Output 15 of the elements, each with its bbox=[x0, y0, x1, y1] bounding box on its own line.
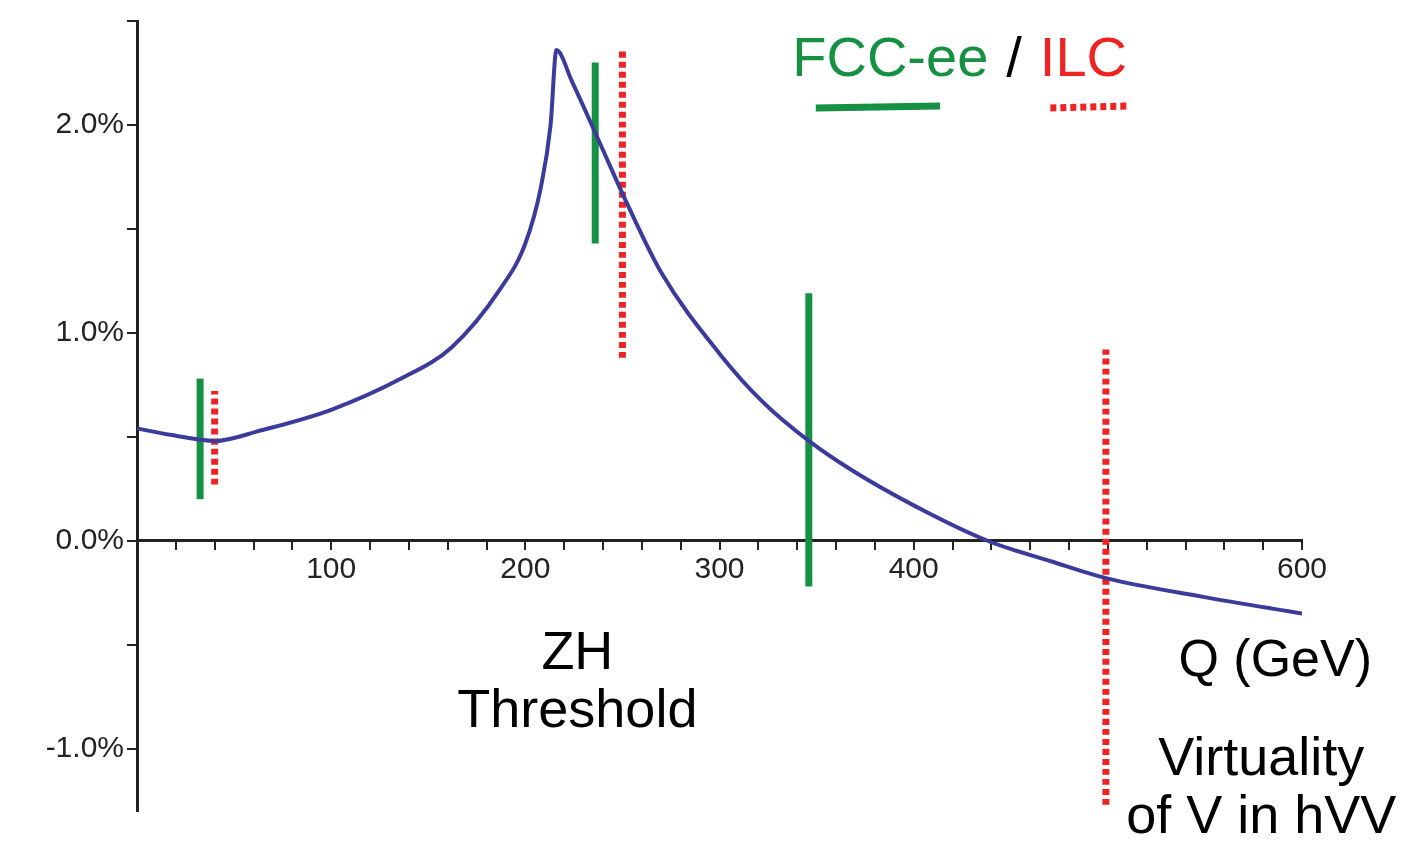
text: ILC bbox=[1039, 25, 1128, 88]
annotation: Virtuality of V in hVV bbox=[1126, 726, 1397, 845]
y-tick-label: 0.0% bbox=[55, 522, 124, 555]
x-tick-label: 300 bbox=[694, 551, 745, 584]
text: FCC-ee bbox=[792, 25, 989, 88]
annotation: ZH Threshold bbox=[457, 619, 698, 738]
y-tick-label: 2.0% bbox=[55, 106, 124, 140]
y-tick-label: -1.0% bbox=[45, 729, 124, 763]
x-tick-label: 400 bbox=[888, 551, 939, 584]
x-tick-label: 200 bbox=[500, 551, 551, 584]
y-tick-label: 1.0% bbox=[55, 314, 124, 348]
x-axis-title: Q (GeV) bbox=[1178, 628, 1372, 687]
x-tick-label: 600 bbox=[1276, 551, 1328, 584]
annotation: / bbox=[1006, 25, 1023, 88]
x-tick-label: 100 bbox=[306, 551, 357, 584]
